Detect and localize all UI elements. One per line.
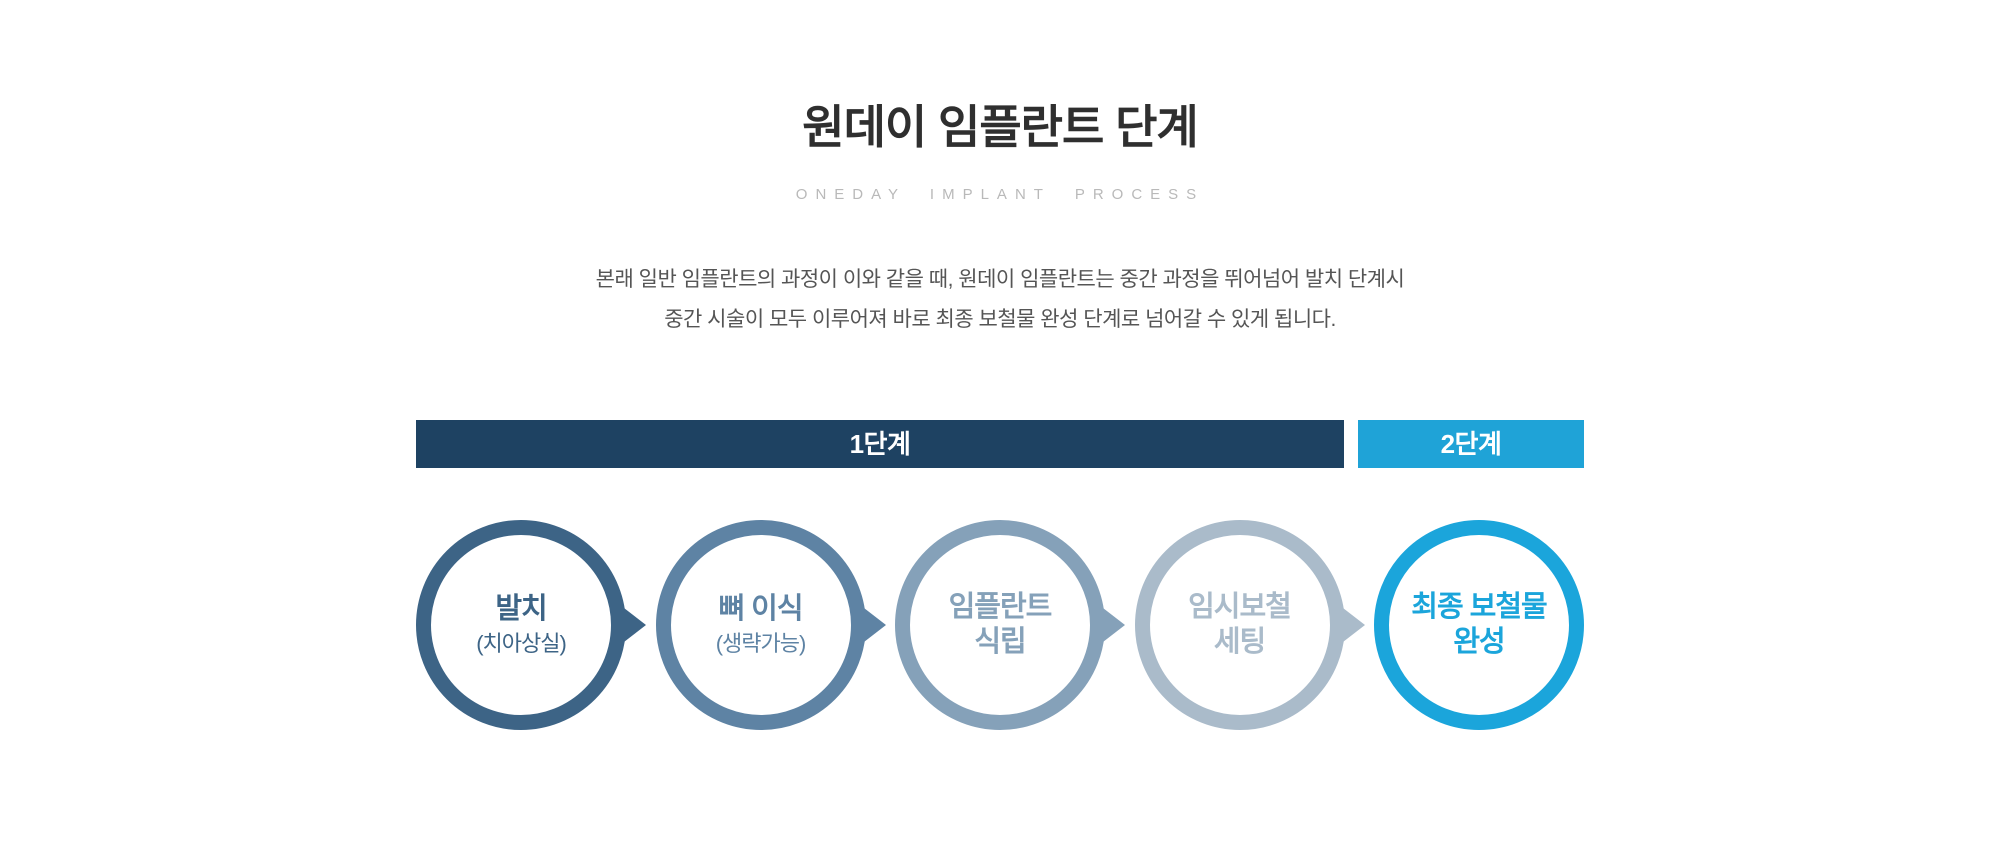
step-circle: 최종 보철물 완성 (1374, 520, 1584, 730)
page-subtitle: ONEDAY IMPLANT PROCESS (795, 186, 1205, 203)
step-circle: 임시보철 세팅 (1134, 520, 1345, 730)
step-implant-placement: 임플란트 식립 (895, 520, 1125, 730)
step-final-prosthesis: 최종 보철물 완성 (1374, 520, 1584, 730)
step-label: 발치 (495, 592, 547, 625)
page-title: 원데이 임플란트 단계 (802, 101, 1198, 153)
step-label: 최종 보철물 (1411, 591, 1547, 623)
stage1-bar: 1단계 (416, 420, 1344, 468)
step-bone-graft: 뼈 이식 (생략가능) (655, 520, 886, 730)
step-extraction: 발치 (치아상실) (416, 520, 646, 730)
description-line-1: 본래 일반 임플란트의 과정이 이와 같을 때, 원데이 임플란트는 중간 과정… (595, 268, 1405, 291)
process-steps: 발치 (치아상실) 뼈 이식 (생략가능) 임플란트 식립 임시보철 세팅 (416, 520, 1584, 730)
step-circle: 발치 (치아상실) (416, 520, 626, 730)
step-label-line2: 세팅 (1213, 626, 1266, 658)
arrow-right-icon (863, 608, 886, 642)
step-circle: 뼈 이식 (생략가능) (655, 520, 866, 730)
step-label: 뼈 이식 (718, 592, 803, 625)
step-circle: 임플란트 식립 (895, 520, 1105, 730)
arrow-right-icon (624, 608, 646, 642)
step-temporary-prosthesis: 임시보철 세팅 (1134, 520, 1365, 730)
arrow-right-icon (1342, 608, 1365, 642)
step-label-line2: 완성 (1453, 626, 1505, 658)
oneday-implant-section: 원데이 임플란트 단계 ONEDAY IMPLANT PROCESS 본래 일반… (416, 0, 1584, 730)
step-sublabel: (생략가능) (715, 630, 807, 656)
description-paragraph: 본래 일반 임플란트의 과정이 이와 같을 때, 원데이 임플란트는 중간 과정… (416, 260, 1584, 340)
step-sublabel: (치아상실) (476, 630, 567, 656)
step-label-line2: 식립 (974, 626, 1026, 658)
step-label: 임시보철 (1188, 591, 1292, 623)
step-label: 임플란트 (948, 591, 1053, 623)
description-line-2: 중간 시술이 모두 이루어져 바로 최종 보철물 완성 단계로 넘어갈 수 있게… (664, 308, 1336, 331)
arrow-right-icon (1103, 608, 1125, 642)
stage2-bar: 2단계 (1358, 420, 1584, 468)
stage-bars: 1단계 2단계 (416, 420, 1584, 468)
